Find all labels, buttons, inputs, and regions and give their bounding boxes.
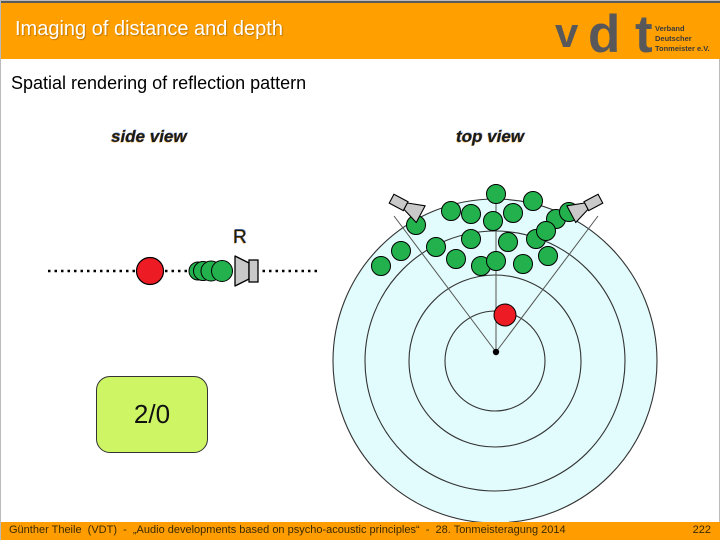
svg-text:R: R (233, 227, 247, 248)
svg-text:v: v (555, 9, 579, 56)
svg-text:d: d (588, 5, 620, 59)
svg-text:t: t (635, 5, 653, 59)
